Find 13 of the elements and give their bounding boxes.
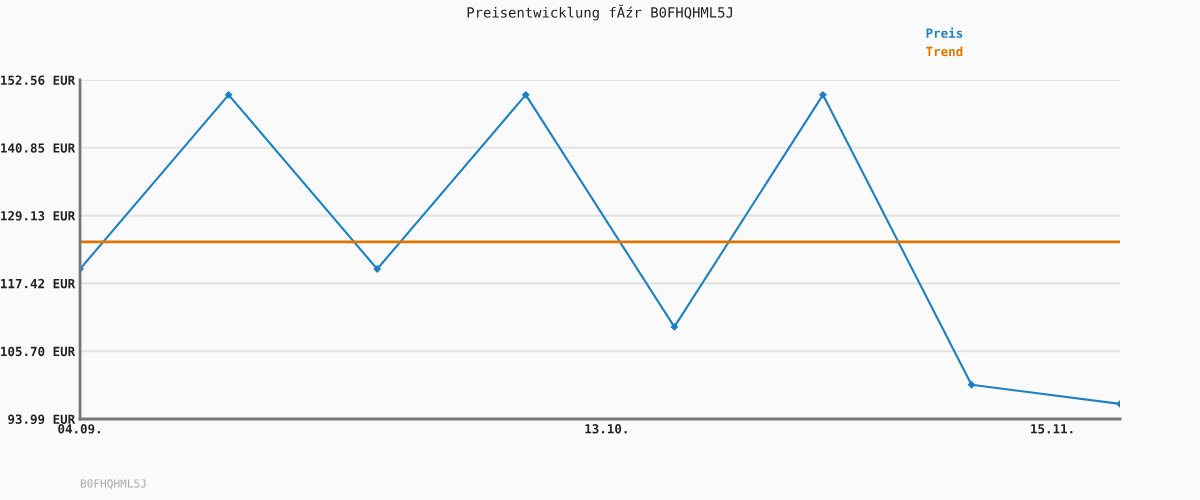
text: B0FHQHML5J: [80, 479, 146, 489]
y-tick-label: 152.56 EUR: [1, 75, 76, 85]
y-tick-label: 129.13 EUR: [1, 211, 76, 221]
chart-title: Preisentwicklung fĂźr B0FHQHML5J: [467, 4, 732, 21]
x-tick-label: 13.10.: [585, 424, 627, 434]
y-tick-label: 105.70 EUR: [1, 346, 76, 357]
x-tick-label: 04.09.: [58, 424, 100, 434]
y-tick-label: 117.42 EUR: [1, 278, 76, 289]
y-tick-label: 140.85 EUR: [1, 143, 76, 153]
y-tick-label: 93.99 EUR: [8, 414, 76, 424]
text: Trend: [926, 46, 963, 57]
x-tick-label: 15.11.: [1031, 424, 1073, 434]
text: Preis: [926, 27, 963, 38]
